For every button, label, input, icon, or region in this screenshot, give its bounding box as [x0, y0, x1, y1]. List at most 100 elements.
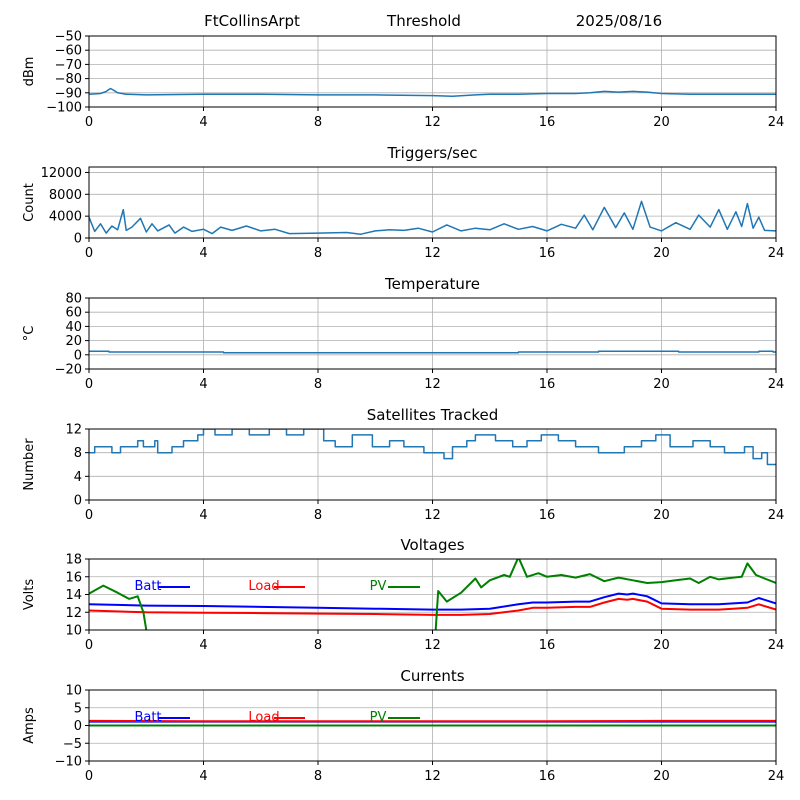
x-tick-label: 24: [768, 377, 785, 392]
x-tick-label: 20: [653, 377, 670, 392]
x-tick-label: 8: [314, 508, 322, 523]
y-axis-label: Amps: [22, 707, 37, 744]
chart-title: Voltages: [400, 536, 464, 554]
header-date: 2025/08/16: [576, 12, 662, 30]
y-axis-label: Volts: [22, 579, 37, 611]
x-tick-label: 8: [314, 115, 322, 130]
y-tick-label: 14: [65, 588, 82, 603]
x-tick-label: 0: [85, 508, 93, 523]
legend-label-pv: PV: [370, 579, 387, 594]
chart-title: Temperature: [384, 275, 480, 293]
y-tick-label: −90: [55, 86, 82, 101]
y-tick-label: 80: [65, 292, 82, 307]
y-tick-label: 60: [65, 306, 82, 321]
x-tick-label: 0: [85, 115, 93, 130]
series-line: [89, 200, 776, 235]
y-tick-label: 0: [74, 719, 82, 734]
x-tick-label: 12: [424, 508, 441, 523]
x-tick-label: 4: [199, 377, 207, 392]
header-site: FtCollinsArpt: [204, 12, 300, 30]
x-tick-label: 12: [424, 246, 441, 261]
x-tick-label: 12: [424, 769, 441, 784]
y-tick-label: 18: [65, 553, 82, 568]
legend-label-batt: Batt: [134, 710, 161, 725]
y-tick-label: −70: [55, 58, 82, 73]
y-tick-label: −60: [55, 44, 82, 59]
y-tick-label: 0: [74, 232, 82, 247]
x-tick-label: 24: [768, 638, 785, 653]
x-tick-label: 20: [653, 115, 670, 130]
y-tick-label: 10: [65, 624, 82, 639]
y-tick-label: 0: [74, 348, 82, 363]
x-tick-label: 16: [539, 377, 556, 392]
x-tick-label: 4: [199, 638, 207, 653]
x-tick-label: 20: [653, 246, 670, 261]
y-tick-label: 12: [65, 423, 82, 438]
y-tick-label: 10: [65, 684, 82, 699]
x-tick-label: 20: [653, 508, 670, 523]
x-tick-label: 16: [539, 769, 556, 784]
x-tick-label: 16: [539, 638, 556, 653]
series-line-load: [89, 597, 776, 616]
chart-title: Satellites Tracked: [367, 406, 498, 424]
x-tick-label: 24: [768, 769, 785, 784]
series-line: [89, 350, 776, 354]
x-tick-label: 20: [653, 638, 670, 653]
y-tick-label: 4: [74, 470, 82, 485]
x-tick-label: 8: [314, 246, 322, 261]
series-line: [89, 87, 776, 98]
x-tick-label: 4: [199, 246, 207, 261]
legend-label-load: Load: [248, 579, 279, 594]
legend-label-pv: PV: [370, 710, 387, 725]
header-mode: Threshold: [386, 12, 461, 30]
chart-title: Triggers/sec: [387, 144, 478, 162]
y-tick-label: 12000: [41, 166, 82, 181]
x-tick-label: 8: [314, 377, 322, 392]
series-line-batt: [89, 592, 776, 611]
chart-title: Currents: [400, 667, 464, 685]
x-tick-label: 24: [768, 115, 785, 130]
x-tick-label: 20: [653, 769, 670, 784]
x-tick-label: 0: [85, 769, 93, 784]
series-line: [89, 429, 776, 466]
y-axis-label: Number: [22, 438, 37, 491]
x-tick-label: 4: [199, 508, 207, 523]
y-tick-label: −100: [46, 101, 82, 116]
y-tick-label: 8000: [49, 188, 82, 203]
series-line-pv: [89, 559, 776, 630]
y-tick-label: −10: [55, 755, 82, 770]
y-axis-label: Count: [22, 183, 37, 222]
y-tick-label: −50: [55, 30, 82, 45]
y-axis-label: dBm: [22, 57, 37, 87]
x-tick-label: 12: [424, 377, 441, 392]
y-tick-label: 8: [74, 446, 82, 461]
y-tick-label: −5: [63, 737, 82, 752]
y-tick-label: 5: [74, 701, 82, 716]
x-tick-label: 4: [199, 769, 207, 784]
y-tick-label: 4000: [49, 210, 82, 225]
y-tick-label: 16: [65, 570, 82, 585]
y-tick-label: −20: [55, 363, 82, 378]
y-tick-label: 0: [74, 494, 82, 509]
y-tick-label: 40: [65, 320, 82, 335]
x-tick-label: 4: [199, 115, 207, 130]
x-tick-label: 8: [314, 638, 322, 653]
x-tick-label: 24: [768, 508, 785, 523]
y-axis-label: °C: [22, 326, 37, 342]
legend-label-batt: Batt: [134, 579, 161, 594]
x-tick-label: 0: [85, 638, 93, 653]
y-tick-label: 20: [65, 334, 82, 349]
x-tick-label: 12: [424, 115, 441, 130]
x-tick-label: 16: [539, 115, 556, 130]
x-tick-label: 0: [85, 377, 93, 392]
y-tick-label: 12: [65, 606, 82, 621]
x-tick-label: 16: [539, 246, 556, 261]
x-tick-label: 16: [539, 508, 556, 523]
x-tick-label: 24: [768, 246, 785, 261]
x-tick-label: 12: [424, 638, 441, 653]
x-tick-label: 0: [85, 246, 93, 261]
y-tick-label: −80: [55, 72, 82, 87]
legend-label-load: Load: [248, 710, 279, 725]
x-tick-label: 8: [314, 769, 322, 784]
